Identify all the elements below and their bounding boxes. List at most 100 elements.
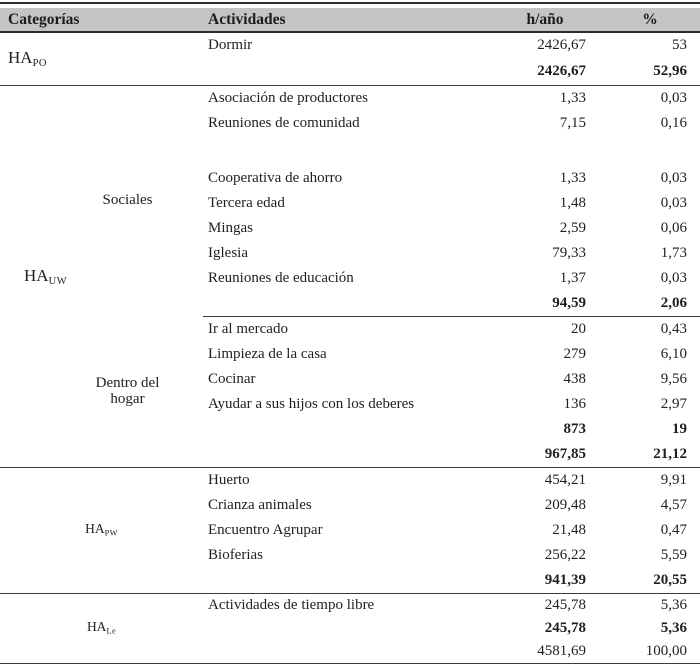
hours-per-year-cell: 245,78 xyxy=(544,619,587,636)
table-row: Reuniones de comunidad 7,15 0,16 xyxy=(0,111,700,136)
percent-cell: 0,47 xyxy=(660,521,688,538)
subcategory-cell: Dentro del hogar xyxy=(80,316,204,468)
header-row: Categorías Actividades h/año % xyxy=(0,8,700,33)
table-body: HAPO Dormir 2426,67 53 2426,67 52,96 HAUW Socia… xyxy=(0,32,700,664)
table-row: Crianza animales 209,48 4,57 xyxy=(0,493,700,518)
activity-cell: Iglesia xyxy=(208,244,248,261)
percent-cell: 100,00 xyxy=(600,640,700,664)
percent-cell: 5,36 xyxy=(660,619,688,636)
activity-cell: Huerto xyxy=(208,471,250,488)
hours-per-year-cell: 4581,69 xyxy=(490,640,601,664)
category-cell: HAUW xyxy=(0,85,80,468)
col-header-percent: % xyxy=(600,8,700,33)
activity-cell: Limpieza de la casa xyxy=(208,345,327,362)
activity-cell: Ayudar a sus hijos con los deberes xyxy=(208,395,415,412)
table-header: Categorías Actividades h/año % xyxy=(0,8,700,33)
percent-cell: 0,03 xyxy=(660,269,688,286)
table-top-rule xyxy=(0,2,700,4)
table-row: Encuentro Agrupar 21,48 0,47 xyxy=(0,518,700,543)
hours-per-year-cell: 2426,67 xyxy=(490,59,601,86)
percent-cell: 21,12 xyxy=(600,442,700,468)
hours-per-year-cell: 2426,67 xyxy=(537,37,587,54)
percent-cell: 0,43 xyxy=(660,320,688,337)
table-row: Ayudar a sus hijos con los deberes 136 2,9… xyxy=(0,392,700,417)
hours-per-year-cell: 279 xyxy=(563,345,587,362)
subcategory-cell: Sociales xyxy=(102,192,153,209)
activity-cell: Cocinar xyxy=(208,370,256,387)
hours-per-year-cell: 7,15 xyxy=(559,114,587,131)
hours-per-year-cell: 438 xyxy=(563,370,587,387)
activity-cell xyxy=(203,617,490,640)
percent-cell: 5,59 xyxy=(660,546,688,563)
table-row: 873 19 xyxy=(0,417,700,442)
hours-per-year-cell: 1,48 xyxy=(559,194,587,211)
activity-cell xyxy=(203,417,490,442)
activity-cell: Dormir xyxy=(208,37,253,54)
activity-cell xyxy=(203,291,491,317)
percent-cell: 0,03 xyxy=(660,169,688,186)
percent-cell: 4,57 xyxy=(660,496,688,513)
col-header-categorias: Categorías xyxy=(0,8,204,33)
hours-per-year-cell: 209,48 xyxy=(544,496,587,513)
percent-cell: 52,96 xyxy=(600,59,700,86)
activity-cell xyxy=(203,59,491,86)
table-row: 94,59 2,06 xyxy=(0,291,700,317)
category-subscript: UW xyxy=(48,275,67,287)
activity-cell: Bioferias xyxy=(208,546,263,563)
category-cell: HALe xyxy=(0,593,204,664)
activity-cell xyxy=(203,640,491,664)
hours-per-year-cell: 21,48 xyxy=(552,521,587,538)
hours-per-year-cell: 941,39 xyxy=(490,568,601,594)
activity-cell: Ir al mercado xyxy=(208,320,288,337)
activity-cell: Mingas xyxy=(208,219,254,236)
hours-per-year-cell: 1,37 xyxy=(559,269,587,286)
percent-cell: 6,10 xyxy=(660,345,688,362)
percent-cell: 9,56 xyxy=(660,370,688,387)
col-header-h-ano: h/año xyxy=(490,8,601,33)
table-row: 245,78 5,36 xyxy=(0,617,700,640)
activity-cell: Reuniones de comunidad xyxy=(208,114,360,131)
percent-cell: 1,73 xyxy=(660,244,688,261)
table-row: HAPO Dormir 2426,67 53 xyxy=(0,32,700,86)
percent-cell: 0,03 xyxy=(660,194,688,211)
hours-per-year-cell: 873 xyxy=(563,420,587,437)
table-row: Mingas 2,59 0,06 xyxy=(0,216,700,241)
percent-cell: 2,97 xyxy=(660,395,688,412)
hours-per-year-cell: 20 xyxy=(571,320,587,337)
percent-cell: 2,06 xyxy=(600,291,700,317)
table-row: Limpieza de la casa 279 6,10 xyxy=(0,342,700,367)
hours-per-year-cell: 94,59 xyxy=(490,291,601,317)
hours-per-year-cell: 454,21 xyxy=(544,471,587,488)
table-row: HALe Actividades de tiempo libre 245,78 5,3… xyxy=(0,593,700,664)
category-subscript: PO xyxy=(32,57,47,69)
hours-per-year-cell: 1,33 xyxy=(559,89,587,106)
activity-cell: Tercera edad xyxy=(208,194,285,211)
activity-cell: Actividades de tiempo libre xyxy=(208,596,375,613)
percent-cell: 53 xyxy=(672,37,688,54)
table-row: Iglesia 79,33 1,73 xyxy=(0,241,700,266)
activity-cell: Cooperativa de ahorro xyxy=(208,169,343,186)
percent-cell: 0,16 xyxy=(660,114,688,131)
percent-cell: 5,36 xyxy=(660,596,688,613)
category-cell: HAPW xyxy=(0,467,204,594)
table-row: 967,85 21,12 xyxy=(0,442,700,468)
table-row: Dentro del hogar Ir al mercado 20 0,43 xyxy=(0,316,700,468)
activities-table: Categorías Actividades h/año % HA PO Dormi… xyxy=(0,8,700,664)
table-row: 4581,69 100,00 xyxy=(0,640,700,664)
activity-cell: Reuniones de educación xyxy=(208,269,354,286)
table-row: 2426,67 52,96 xyxy=(0,59,700,86)
percent-cell: 19 xyxy=(672,420,688,437)
activity-cell: Encuentro Agrupar xyxy=(208,521,323,538)
activity-cell: Asociación de productores xyxy=(208,89,368,106)
hours-per-year-cell: 245,78 xyxy=(544,596,587,613)
percent-cell: 9,91 xyxy=(660,471,688,488)
hours-per-year-cell: 2,59 xyxy=(559,219,587,236)
table-row: HAPW Huerto 454,21 9,91 xyxy=(0,467,700,594)
table-row: Tercera edad 1,48 0,03 xyxy=(0,191,700,216)
category-subscript: Le xyxy=(106,626,117,636)
percent-cell: 0,06 xyxy=(660,219,688,236)
col-header-actividades: Actividades xyxy=(203,8,491,33)
percent-cell: 20,55 xyxy=(600,568,700,594)
category-label: HA xyxy=(86,619,107,635)
